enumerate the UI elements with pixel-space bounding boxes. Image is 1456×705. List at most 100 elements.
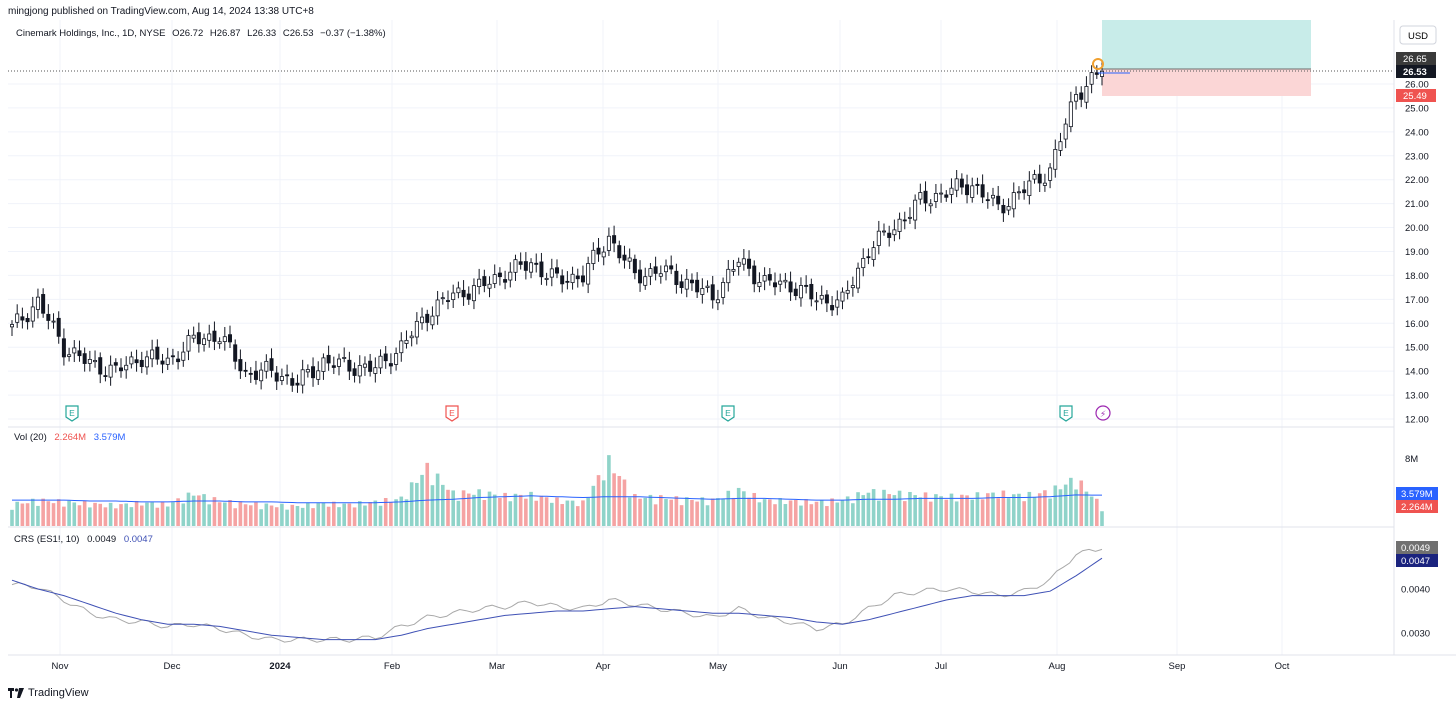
candle-body [939,192,944,195]
tradingview-logo[interactable]: TradingView [8,687,89,699]
candle-body [451,292,456,301]
candle-body [549,268,554,278]
volume-bar [607,455,611,526]
volume-bar [404,499,409,526]
volume-bar [93,502,97,526]
volume-bar [1079,480,1084,526]
volume-bar [51,503,56,526]
candle-body [954,178,959,191]
volume-bar [119,504,123,526]
candle-body [482,276,487,287]
volume-bar [856,492,860,526]
volume-bar [653,504,658,526]
volume-bar [840,500,845,526]
candle-body [456,287,461,294]
volume-bar [1032,497,1037,526]
candle-body [824,294,829,304]
volume-bar [280,503,284,526]
volume-bar [612,473,616,526]
volume-bar [114,508,118,526]
earnings-marker[interactable]: E [721,405,735,422]
earnings-marker[interactable]: E [445,405,459,422]
candle-body [425,313,430,323]
price-tick-label: 21.00 [1405,199,1429,210]
volume-bar [181,503,186,526]
price-tick-label: 24.00 [1405,127,1429,138]
candle-body [98,357,103,375]
volume-bar [835,502,840,526]
crs-label: CRS (ES1!, 10) [14,534,79,545]
volume-bar [778,498,782,526]
candle-body [643,276,648,286]
volume-bar [264,503,269,526]
volume-bar [1037,493,1042,526]
volume-bar [669,499,673,526]
volume-bar [1095,498,1099,526]
candle-body [20,316,25,321]
candle-body [259,369,264,382]
currency-button[interactable] [1399,25,1437,45]
volume-bar [560,504,564,526]
candle-body [638,269,643,284]
earnings-icon: E [449,408,455,418]
candle-body [845,289,850,294]
volume-bar [1027,491,1032,526]
volume-bar [1006,498,1011,526]
candle-body [134,359,139,364]
volume-bar [664,499,668,526]
stop-price-text: 25.49 [1403,91,1427,102]
candle-body [975,183,980,186]
volume-bar [695,501,699,526]
volume-bar [1074,489,1078,526]
candle-body [700,288,705,295]
volume-bar [700,497,705,526]
candle-body [46,313,51,321]
candle-body [368,360,373,372]
candle-body [715,299,720,304]
candle-body [887,232,892,238]
candle-body [383,353,388,362]
earnings-marker[interactable]: E [65,405,79,422]
volume-bar [409,482,414,526]
price-axis[interactable]: 26.00 25.00 24.00 23.00 22.00 21.00 20.00 19.00… [1405,79,1429,425]
candle-body [144,356,149,368]
earnings-marker[interactable]: E [1059,405,1073,422]
price-tick-label: 25.00 [1405,103,1429,114]
target-zone[interactable] [1102,20,1311,69]
candle-body [492,274,497,284]
volume-bar [638,498,642,526]
candle-body [461,289,466,298]
ohlc-high: H26.87 [210,28,241,39]
event-markers[interactable]: E E E E ⚡ [65,405,1111,422]
volume-bar [524,498,528,526]
candle-body [710,284,715,301]
candle-body [580,275,585,283]
candle-body [575,275,580,280]
candle-body [165,357,170,365]
candle-body [108,364,113,378]
volume-ma-line [12,494,1102,504]
candle-body [30,306,35,322]
candle-body [695,279,700,293]
stop-zone[interactable] [1102,69,1311,96]
candle-body [212,330,217,342]
volume-badge [1396,500,1438,513]
candle-body [357,365,362,377]
tradingview-brand: TradingView [28,687,89,699]
candle-body [420,316,425,324]
volume-bar [918,497,923,526]
time-axis[interactable]: Nov Dec 2024 Feb Mar Apr May Jun Jul Aug Sep Oct [52,661,1290,672]
ohlc-change: −0.37 (−1.38%) [320,28,386,39]
volume-bar [472,494,476,526]
time-tick-label: 2024 [269,661,291,672]
split-marker[interactable]: ⚡ [1095,405,1111,421]
volume-bar [518,494,523,526]
candle-body [150,349,155,360]
candle-body [1048,167,1053,181]
volume-bar [565,500,570,526]
volume-bar [394,499,398,526]
tradingview-logo-icon [8,688,24,698]
candle-body [1089,72,1094,85]
volume-bar [648,494,653,526]
